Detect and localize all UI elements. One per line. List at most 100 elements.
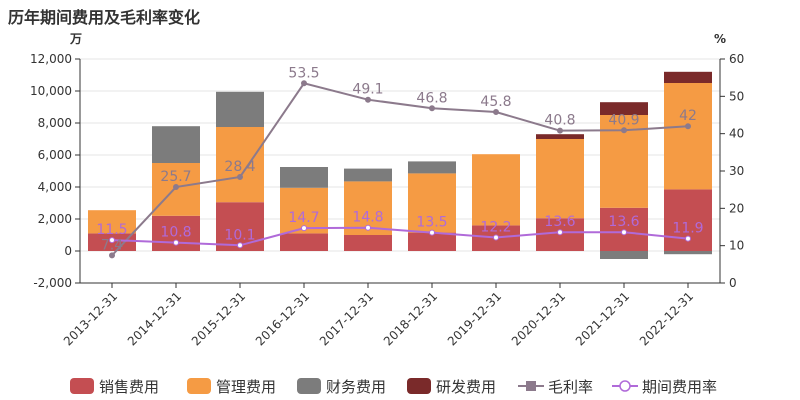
bar xyxy=(280,233,328,251)
data-point xyxy=(365,224,371,231)
data-point xyxy=(237,242,243,249)
data-point xyxy=(365,96,371,103)
y-right-tick-label: 0 xyxy=(729,276,737,290)
data-label: 12.2 xyxy=(480,219,511,235)
data-label: 49.1 xyxy=(352,82,383,98)
bar xyxy=(664,83,712,190)
y-right-unit: % xyxy=(714,32,726,46)
bar xyxy=(600,251,648,259)
bar xyxy=(536,139,584,219)
data-point xyxy=(173,184,179,191)
legend-swatch xyxy=(187,378,211,394)
bar xyxy=(408,161,456,174)
legend-marker xyxy=(526,381,536,391)
data-label: 7.4 xyxy=(101,237,123,253)
data-point xyxy=(621,127,627,134)
legend-marker xyxy=(619,380,631,392)
data-label: 45.8 xyxy=(480,94,511,110)
y-left-tick-label: 0 xyxy=(64,244,72,258)
y-left-tick-label: -2,000 xyxy=(33,276,72,290)
chart-title: 历年期间费用及毛利率变化 xyxy=(8,8,201,27)
series-line xyxy=(111,226,689,247)
data-point xyxy=(173,239,179,246)
data-label: 25.7 xyxy=(160,169,191,185)
data-label: 40.9 xyxy=(608,112,639,128)
data-label: 42 xyxy=(679,108,697,124)
legend-label: 研发费用 xyxy=(436,378,496,396)
y-right-tick-label: 60 xyxy=(729,52,744,66)
data-point xyxy=(237,173,243,180)
y-left-tick-label: 10,000 xyxy=(30,84,72,98)
data-point xyxy=(557,127,563,134)
data-label: 13.6 xyxy=(544,214,575,230)
data-point xyxy=(557,229,563,236)
data-label: 14.7 xyxy=(288,210,319,226)
y-right-tick-label: 20 xyxy=(729,201,744,215)
bar xyxy=(664,71,712,83)
legend-swatch xyxy=(297,378,321,394)
data-label: 14.8 xyxy=(352,210,383,226)
data-label: 10.1 xyxy=(224,227,255,243)
data-label: 11.5 xyxy=(96,222,127,238)
data-point xyxy=(301,225,307,232)
y-right-tick-label: 10 xyxy=(729,239,744,253)
data-point xyxy=(301,80,307,87)
y-left-tick-label: 12,000 xyxy=(30,52,72,66)
data-label: 10.8 xyxy=(160,225,191,241)
x-tick-label: 2014-12-31 xyxy=(125,289,184,348)
x-tick-label: 2016-12-31 xyxy=(253,289,312,348)
data-label: 28.4 xyxy=(224,159,255,175)
data-label: 13.6 xyxy=(608,214,639,230)
data-point xyxy=(493,234,499,241)
legend-label: 管理费用 xyxy=(216,378,276,396)
bar xyxy=(88,210,136,234)
data-label: 40.8 xyxy=(544,113,575,129)
y-right-tick-label: 40 xyxy=(729,127,744,141)
data-point xyxy=(621,229,627,236)
bar xyxy=(472,154,520,226)
bar xyxy=(344,235,392,251)
data-point xyxy=(109,252,115,259)
data-label: 13.5 xyxy=(416,215,447,231)
series-line xyxy=(111,82,689,257)
data-label: 53.5 xyxy=(288,65,319,81)
x-tick-label: 2021-12-31 xyxy=(573,289,632,348)
data-label: 46.8 xyxy=(416,90,447,106)
y-left-tick-label: 8,000 xyxy=(38,116,72,130)
x-tick-label: 2017-12-31 xyxy=(317,289,376,348)
x-tick-label: 2019-12-31 xyxy=(445,289,504,348)
y-left-tick-label: 2,000 xyxy=(38,212,72,226)
bar xyxy=(216,127,264,203)
bar xyxy=(600,102,648,115)
data-point xyxy=(429,229,435,236)
bar xyxy=(536,134,584,139)
y-left-unit: 万 xyxy=(69,32,82,46)
data-point xyxy=(429,105,435,112)
data-point xyxy=(493,109,499,116)
data-point xyxy=(685,235,691,242)
bar xyxy=(344,168,392,182)
data-label: 11.9 xyxy=(672,221,703,237)
legend-label: 毛利率 xyxy=(548,378,593,396)
data-point xyxy=(685,123,691,130)
legend-swatch xyxy=(407,378,431,394)
y-left-tick-label: 4,000 xyxy=(38,180,72,194)
data-point xyxy=(109,237,115,244)
bar xyxy=(408,173,456,233)
y-right-tick-label: 50 xyxy=(729,89,744,103)
x-tick-label: 2015-12-31 xyxy=(189,289,248,348)
legend-label: 销售费用 xyxy=(99,378,159,396)
legend-label: 财务费用 xyxy=(326,378,386,396)
x-tick-label: 2020-12-31 xyxy=(509,289,568,348)
legend-swatch xyxy=(70,378,94,394)
x-tick-label: 2013-12-31 xyxy=(61,289,120,348)
bar xyxy=(280,167,328,188)
bar xyxy=(152,126,200,163)
bar xyxy=(216,91,264,127)
y-left-tick-label: 6,000 xyxy=(38,148,72,162)
legend-label: 期间费用率 xyxy=(642,378,717,396)
x-tick-label: 2018-12-31 xyxy=(381,289,440,348)
x-tick-label: 2022-12-31 xyxy=(637,289,696,348)
bar xyxy=(408,232,456,251)
bar xyxy=(664,251,712,255)
